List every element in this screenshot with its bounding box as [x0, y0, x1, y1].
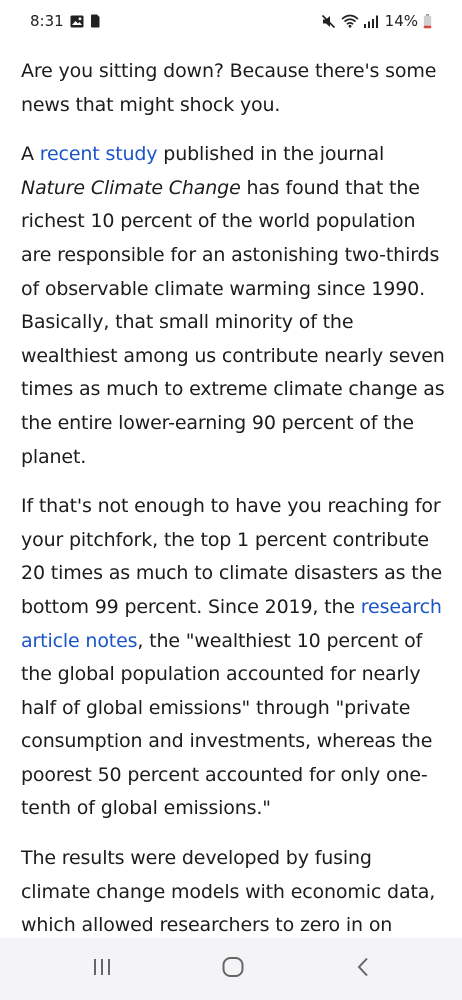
- clock: 8:31: [30, 12, 64, 30]
- system-nav-bar: [0, 938, 462, 1000]
- home-button[interactable]: [218, 956, 248, 982]
- text-segment: , the "wealthiest 10 percent of the glob…: [21, 629, 433, 820]
- mute-icon: [321, 14, 336, 29]
- text-segment: A: [21, 143, 40, 166]
- recent-apps-button[interactable]: [87, 956, 117, 982]
- status-right: 14%: [321, 12, 432, 30]
- recent-study-link[interactable]: recent study: [39, 143, 158, 166]
- back-button[interactable]: [348, 956, 378, 982]
- paragraph-study: A recent study published in the journal …: [21, 138, 446, 474]
- home-icon: [222, 957, 244, 981]
- text-segment: has found that the richest 10 percent of…: [21, 176, 445, 468]
- back-icon: [356, 957, 370, 981]
- status-bar: 8:31: [0, 0, 462, 42]
- text-segment: If that's not enough to have you reachin…: [21, 495, 443, 618]
- journal-name: Nature Climate Change: [21, 176, 241, 199]
- paragraph-pitchfork: If that's not enough to have you reachin…: [21, 490, 446, 826]
- sim-icon: [90, 14, 100, 28]
- signal-icon: [363, 15, 380, 28]
- battery-percent: 14%: [384, 12, 418, 30]
- research-article-link[interactable]: research article notes: [21, 595, 442, 652]
- image-icon: [70, 15, 84, 28]
- status-left: 8:31: [30, 12, 100, 30]
- article-body: Are you sitting down? Because there's so…: [21, 55, 446, 959]
- paragraph-results: The results were developed by fusing cli…: [21, 847, 436, 937]
- recent-apps-icon: [92, 958, 112, 980]
- battery-icon: [423, 13, 432, 29]
- wifi-icon: [341, 14, 359, 28]
- text-segment: published in the journal: [157, 143, 385, 166]
- paragraph-intro: Are you sitting down? Because there's so…: [21, 60, 437, 116]
